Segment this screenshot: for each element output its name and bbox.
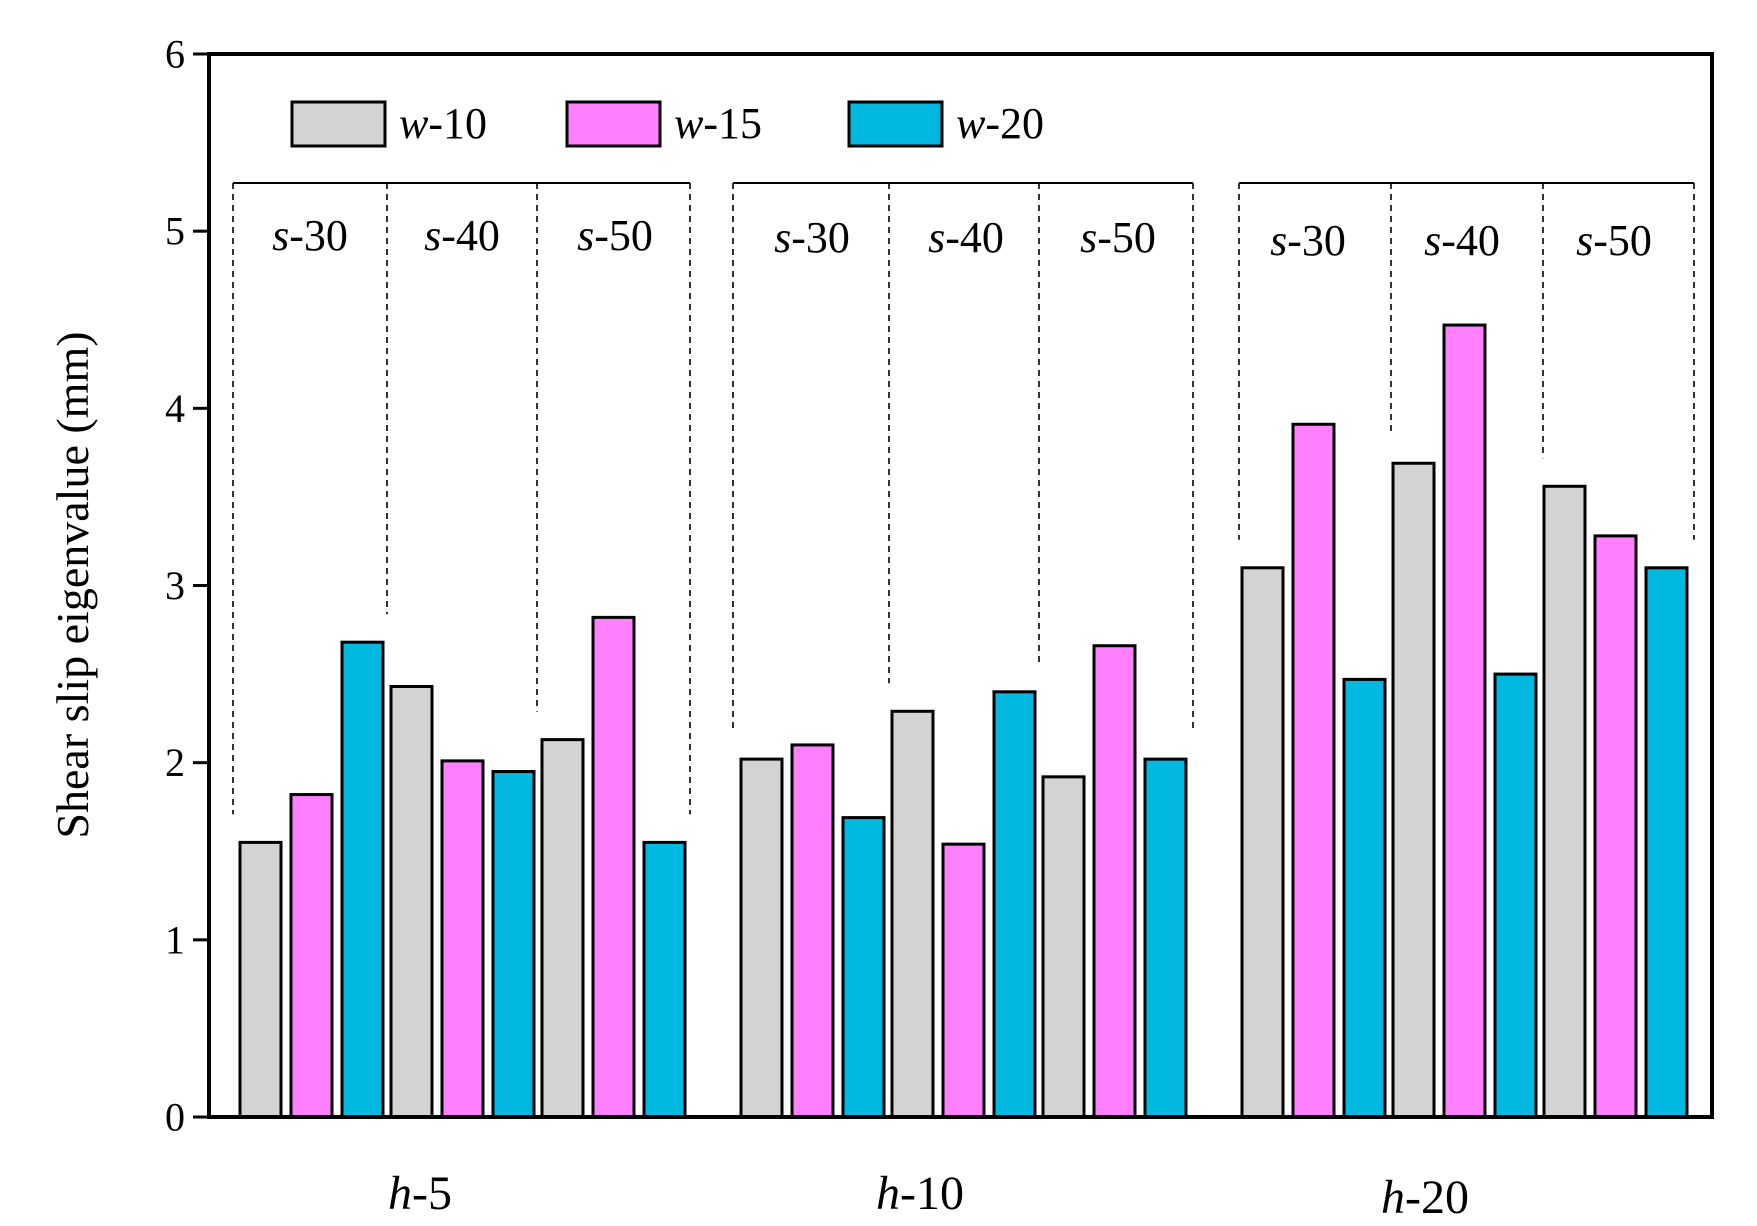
- subgroup-label: s-30: [272, 211, 348, 260]
- bar-h-20-s-30-w-20: [1342, 677, 1387, 1119]
- subgroup-label-prefix: s: [928, 213, 945, 262]
- bar-h-20-s-50-w-10: [1542, 484, 1587, 1119]
- subgroup-label-prefix: s: [774, 213, 791, 262]
- y-axis-title: Shear slip eigenvalue (mm): [47, 331, 98, 838]
- subgroup-dividers: [232, 182, 1695, 815]
- bar-h-5-s-40-w-10: [389, 684, 434, 1119]
- subgroup-label: s-30: [1270, 216, 1346, 265]
- subgroup-label: s-50: [577, 211, 653, 260]
- bar-h-10-s-50-w-20: [1143, 757, 1188, 1119]
- bar-h-5-s-50-w-10: [540, 738, 585, 1119]
- bar-h-20-s-50-w-15: [1593, 534, 1638, 1119]
- legend: w-10 w-15 w-20: [290, 99, 1044, 148]
- legend-label-suffix: -15: [703, 99, 762, 148]
- y-tick-label: 3: [165, 563, 185, 608]
- legend-label: w-15: [674, 99, 762, 148]
- bar-h-20-s-40-w-20: [1493, 672, 1538, 1119]
- subgroup-label-suffix: -40: [945, 213, 1004, 262]
- subgroup-label-suffix: -30: [791, 213, 850, 262]
- y-tick-label: 1: [165, 917, 185, 962]
- group-label: h-20: [1381, 1171, 1469, 1224]
- subgroup-label-suffix: -50: [594, 211, 653, 260]
- subgroup-label-suffix: -30: [1287, 216, 1346, 265]
- subgroup-label-prefix: s: [1270, 216, 1287, 265]
- subgroup-label-suffix: -50: [1593, 216, 1652, 265]
- legend-label-suffix: -20: [985, 99, 1044, 148]
- bar-h-10-s-30-w-20: [841, 816, 886, 1119]
- bar-h-20-s-30-w-10: [1240, 566, 1285, 1119]
- bar-h-10-s-30-w-15: [790, 743, 835, 1119]
- subgroup-label: s-40: [1424, 216, 1500, 265]
- legend-label-prefix: w: [956, 99, 986, 148]
- subgroup-label: s-40: [424, 211, 500, 260]
- y-tick-label: 4: [165, 386, 185, 431]
- bar-h-20-s-40-w-15: [1442, 323, 1487, 1119]
- bar-h-5-s-30-w-10: [238, 840, 283, 1119]
- labels-layer: s-30 s-40 s-50h-5s-30 s-40 s-50h-10s-30 s-40 s…: [272, 211, 1652, 1224]
- bar-h-5-s-50-w-15: [591, 615, 636, 1119]
- subgroup-label-suffix: -40: [441, 211, 500, 260]
- group-label-suffix: -5: [412, 1167, 452, 1220]
- subgroup-label-prefix: s: [577, 211, 594, 260]
- group-label-prefix: h: [1381, 1171, 1405, 1224]
- subgroup-label: s-50: [1576, 216, 1652, 265]
- bar-h-5-s-30-w-20: [340, 640, 385, 1119]
- y-tick-label: 5: [165, 209, 185, 254]
- bar-h-10-s-40-w-10: [890, 709, 935, 1119]
- y-tick-label: 2: [165, 740, 185, 785]
- group-label: h-10: [876, 1167, 964, 1220]
- subgroup-label-prefix: s: [1576, 216, 1593, 265]
- bar-h-5-s-40-w-20: [491, 770, 536, 1119]
- subgroup-label-prefix: s: [1424, 216, 1441, 265]
- group-label: h-5: [388, 1167, 452, 1220]
- legend-label-prefix: w: [399, 99, 429, 148]
- legend-label-prefix: w: [674, 99, 704, 148]
- subgroup-label-prefix: s: [272, 211, 289, 260]
- legend-swatch-w-10: [290, 100, 387, 148]
- bar-h-5-s-30-w-15: [289, 793, 334, 1119]
- subgroup-label-suffix: -40: [1441, 216, 1500, 265]
- group-label-prefix: h: [388, 1167, 412, 1220]
- bar-h-10-s-50-w-15: [1092, 644, 1137, 1119]
- y-axis: 0 1 2 3 4 5 6: [165, 32, 209, 1140]
- subgroup-label-prefix: s: [424, 211, 441, 260]
- legend-label: w-20: [956, 99, 1044, 148]
- legend-swatch-w-20: [847, 100, 944, 148]
- subgroup-label-suffix: -30: [289, 211, 348, 260]
- bar-h-20-s-40-w-10: [1391, 461, 1436, 1119]
- bars-layer: [238, 323, 1689, 1119]
- subgroup-label-prefix: s: [1080, 213, 1097, 262]
- group-label-suffix: -20: [1405, 1171, 1469, 1224]
- bar-h-5-s-50-w-20: [642, 840, 687, 1119]
- bar-h-10-s-40-w-15: [941, 842, 986, 1119]
- group-label-suffix: -10: [900, 1167, 964, 1220]
- bar-h-20-s-30-w-15: [1291, 422, 1336, 1119]
- y-tick-label: 6: [165, 32, 185, 77]
- subgroup-label-suffix: -50: [1097, 213, 1156, 262]
- legend-label-suffix: -10: [428, 99, 487, 148]
- bar-h-10-s-50-w-10: [1041, 775, 1086, 1119]
- subgroup-label: s-50: [1080, 213, 1156, 262]
- subgroup-label: s-30: [774, 213, 850, 262]
- y-tick-label: 0: [165, 1095, 185, 1140]
- group-label-prefix: h: [876, 1167, 900, 1220]
- subgroup-label: s-40: [928, 213, 1004, 262]
- legend-label: w-10: [399, 99, 487, 148]
- bar-h-10-s-40-w-20: [992, 690, 1037, 1119]
- bar-h-10-s-30-w-10: [739, 757, 784, 1119]
- legend-swatch-w-15: [565, 100, 662, 148]
- bar-h-5-s-40-w-15: [440, 759, 485, 1119]
- bar-h-20-s-50-w-20: [1644, 566, 1689, 1119]
